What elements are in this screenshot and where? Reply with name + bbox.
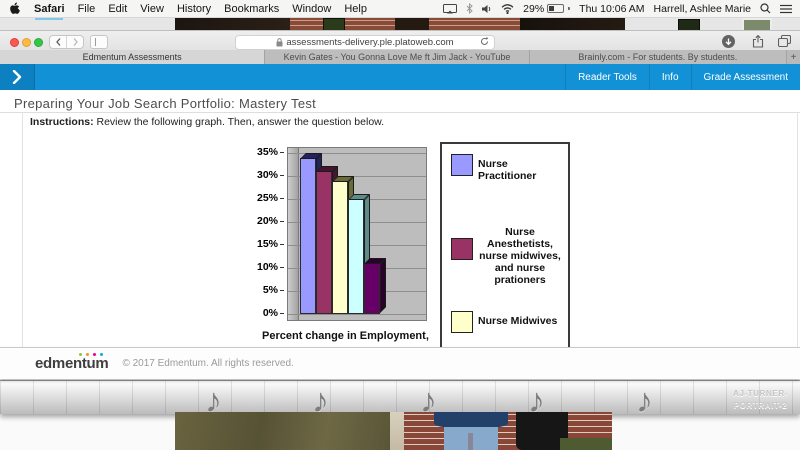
tab-edmentum-assessments[interactable]: Edmentum Assessments <box>0 50 266 64</box>
chart-caption: Percent change in Employment, <box>262 330 429 342</box>
page-content: Preparing Your Job Search Portfolio: Mas… <box>0 90 800 347</box>
menu-history[interactable]: History <box>176 2 212 15</box>
page-footer: edmentum © 2017 Edmentum. All rights res… <box>0 347 800 379</box>
instructions-label: Instructions: <box>30 116 94 128</box>
forward-button[interactable] <box>66 36 83 48</box>
back-button[interactable] <box>50 36 66 48</box>
battery-percent: 29% <box>523 2 545 15</box>
assessment-header: Reader Tools Info Grade Assessment <box>0 64 800 90</box>
legend-swatch-nurse-practitioner <box>451 154 473 176</box>
notification-center-icon[interactable] <box>780 4 792 14</box>
person-in-black <box>516 412 568 450</box>
chart-3d-wall <box>288 148 299 320</box>
chart-plot-area <box>287 147 427 321</box>
info-button[interactable]: Info <box>648 64 691 90</box>
reload-icon[interactable] <box>480 37 489 46</box>
y-tick-label: 15% <box>250 238 284 250</box>
nav-buttons <box>49 35 84 49</box>
battery-icon <box>547 4 565 13</box>
chart-y-axis: 35% 30% 25% 20% 15% 10% 5% 0% <box>250 146 284 319</box>
chart-bar-1 <box>316 166 338 314</box>
legend-label: Nurse Midwives <box>478 315 558 327</box>
y-tick-label: 30% <box>250 169 284 181</box>
y-tick-label: 25% <box>250 192 284 204</box>
menubar-username[interactable]: Harrell, Ashlee Marie <box>653 2 751 15</box>
window-zoom-button[interactable] <box>34 38 43 47</box>
copyright-text: © 2017 Edmentum. All rights reserved. <box>122 358 294 369</box>
spotlight-search-icon[interactable] <box>760 3 771 14</box>
menu-window[interactable]: Window <box>292 2 332 15</box>
logo-dots <box>79 353 103 356</box>
share-button[interactable] <box>752 35 764 48</box>
lock-icon <box>276 38 283 47</box>
desktop-photo-dark <box>175 17 290 30</box>
desktop-photo-people <box>404 412 612 450</box>
menubar-clock[interactable]: Thu 10:06 AM <box>579 2 645 15</box>
chart-bar-3 <box>348 194 370 314</box>
music-note-icon: ♪ <box>205 382 222 420</box>
desktop-photo-grass <box>175 412 390 450</box>
expand-panel-button[interactable] <box>0 64 35 90</box>
legend-label: Nurse Anesthetists, nurse midwives, and … <box>479 226 561 286</box>
piano-keys-banner: ♪ ♪ ♪ ♪ ♪ AJ-TURNER- PORTRAIT-2 <box>0 380 800 418</box>
address-bar[interactable]: assessments-delivery.ple.platoweb.com <box>235 35 495 50</box>
menu-help[interactable]: Help <box>344 2 367 15</box>
reader-tools-button[interactable]: Reader Tools <box>565 64 649 90</box>
music-note-icon: ♪ <box>528 382 545 420</box>
desktop-background-bottom: ♪ ♪ ♪ ♪ ♪ AJ-TURNER- PORTRAIT-2 <box>0 378 800 450</box>
desktop-background-top <box>0 17 800 34</box>
volume-icon[interactable] <box>482 4 492 14</box>
legend-label: Nurse Practitioner <box>478 158 537 182</box>
instructions-text: Instructions: Review the following graph… <box>30 116 385 128</box>
question-box <box>22 112 798 347</box>
chart-bar-4 <box>364 258 386 314</box>
y-tick-label: 35% <box>250 146 284 158</box>
wifi-icon[interactable] <box>501 3 514 14</box>
music-note-icon: ♪ <box>420 382 437 420</box>
url-text: assessments-delivery.ple.platoweb.com <box>286 37 454 48</box>
safari-toolbar: assessments-delivery.ple.platoweb.com <box>0 30 800 52</box>
show-tabs-button[interactable] <box>778 35 791 47</box>
edmentum-logo: edmentum <box>35 353 109 372</box>
y-tick-label: 0% <box>250 307 284 319</box>
gridline <box>288 153 426 154</box>
legend-swatch-nurse-midwives <box>451 311 473 333</box>
tab-youtube[interactable]: Kevin Gates - You Gonna Love Me ft Jim J… <box>265 50 530 64</box>
sidebar-toggle-button[interactable] <box>90 35 108 49</box>
menu-view[interactable]: View <box>140 2 164 15</box>
person-in-navy-jacket <box>434 412 508 450</box>
y-tick-label: 5% <box>250 284 284 296</box>
y-tick-label: 20% <box>250 215 284 227</box>
music-note-icon: ♪ <box>312 382 329 420</box>
screen-mirroring-icon[interactable] <box>443 3 458 14</box>
window-minimize-button[interactable] <box>22 38 31 47</box>
menu-edit[interactable]: Edit <box>108 2 128 15</box>
y-tick-label: 10% <box>250 261 284 273</box>
safari-tabbar: Edmentum Assessments Kevin Gates - You G… <box>0 50 800 64</box>
desktop-file-label: AJ-TURNER- PORTRAIT-2 <box>733 389 788 410</box>
menubar-app-name[interactable]: Safari <box>34 2 65 15</box>
chart-bar-0 <box>300 153 322 314</box>
downloads-button[interactable] <box>722 35 735 48</box>
gridline <box>288 176 426 177</box>
apple-menu-icon[interactable] <box>10 2 21 15</box>
window-close-button[interactable] <box>10 38 19 47</box>
menu-bookmarks[interactable]: Bookmarks <box>224 2 280 15</box>
tab-brainly[interactable]: Brainly.com - For students. By students. <box>529 50 788 64</box>
bluetooth-icon[interactable] <box>466 3 473 14</box>
music-note-icon: ♪ <box>636 382 653 420</box>
gridline <box>288 314 426 315</box>
page-title: Preparing Your Job Search Portfolio: Mas… <box>14 96 317 111</box>
chart-legend: Nurse Practitioner Nurse Anesthetists, n… <box>440 142 570 347</box>
grade-assessment-button[interactable]: Grade Assessment <box>690 64 800 90</box>
new-tab-button[interactable]: + <box>790 51 797 63</box>
battery-indicator[interactable]: 29% <box>523 2 571 15</box>
menu-file[interactable]: File <box>77 2 96 15</box>
legend-swatch-nurse-anesthetists <box>451 238 473 260</box>
chart-bar-2 <box>332 176 354 314</box>
macos-menubar: Safari File Edit View History Bookmarks … <box>0 0 800 18</box>
